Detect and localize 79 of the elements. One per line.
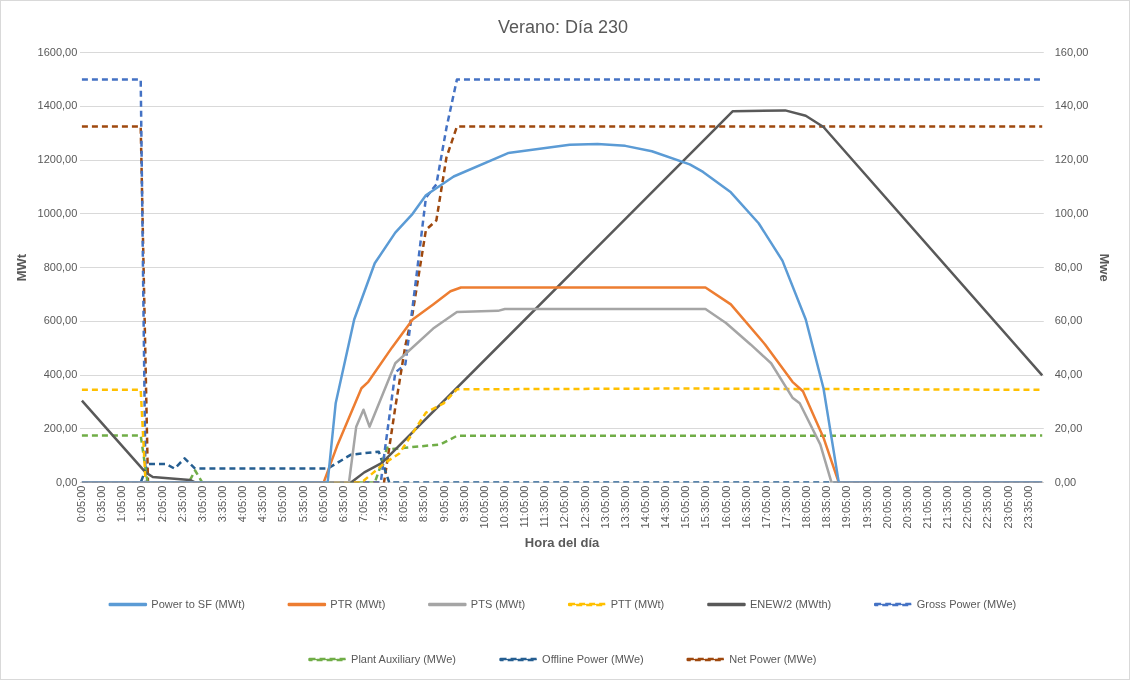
x-tick-label: 23:35:00 [1021, 485, 1034, 529]
x-tick-label: 8:35:00 [417, 485, 430, 523]
x-tick-label: 17:35:00 [779, 485, 792, 529]
y2-tick-label: 40,00 [1054, 368, 1083, 381]
x-tick-label: 12:35:00 [578, 485, 591, 529]
x-tick-label: 16:05:00 [719, 485, 732, 529]
chart-title: Verano: Día 230 [497, 16, 629, 37]
y2-tick-label: 60,00 [1054, 314, 1083, 327]
y-tick-label: 1000,00 [37, 206, 78, 219]
y-tick-label: 1200,00 [37, 153, 78, 166]
x-tick-label: 14:35:00 [659, 485, 672, 529]
x-tick-label: 5:05:00 [276, 485, 289, 523]
x-tick-label: 8:05:00 [397, 485, 410, 523]
x-tick-label: 15:05:00 [679, 485, 692, 529]
x-tick-label: 6:05:00 [316, 485, 329, 523]
y2-tick-label: 120,00 [1054, 153, 1089, 166]
legend-label: Power to SF (MWt) [151, 597, 245, 610]
x-tick-label: 10:05:00 [477, 485, 490, 529]
y-tick-label: 200,00 [43, 421, 78, 434]
y-axis-title: MWt [14, 253, 30, 282]
x-tick-label: 5:35:00 [296, 485, 309, 523]
x-tick-label: 20:05:00 [880, 485, 893, 529]
legend-label: PTR (MWt) [330, 597, 386, 610]
y-tick-label: 1400,00 [37, 99, 78, 112]
x-tick-label: 0:35:00 [95, 485, 108, 523]
x-tick-label: 2:05:00 [155, 485, 168, 523]
y2-tick-label: 80,00 [1054, 260, 1083, 273]
x-tick-label: 17:05:00 [759, 485, 772, 529]
x-tick-label: 19:35:00 [860, 485, 873, 529]
y2-tick-label: 100,00 [1054, 206, 1089, 219]
y2-tick-label: 160,00 [1054, 45, 1089, 58]
x-tick-label: 4:05:00 [236, 485, 249, 523]
x-tick-label: 3:35:00 [216, 485, 229, 523]
x-tick-label: 6:35:00 [336, 485, 349, 523]
legend-label: PTS (MWt) [470, 597, 526, 610]
x-tick-label: 13:35:00 [618, 485, 631, 529]
x-tick-label: 0:05:00 [75, 485, 88, 523]
legend-label: ENEW/2 (MWth) [749, 597, 832, 610]
y2-tick-label: 0,00 [1054, 475, 1077, 488]
legend-label: Offline Power (MWe) [542, 652, 644, 665]
x-tick-label: 7:05:00 [357, 485, 370, 523]
x-tick-label: 9:05:00 [437, 485, 450, 523]
x-tick-label: 7:35:00 [377, 485, 390, 523]
x-tick-label: 22:35:00 [981, 485, 994, 529]
x-tick-label: 4:35:00 [256, 485, 269, 523]
x-tick-label: 15:35:00 [699, 485, 712, 529]
x-tick-label: 12:05:00 [558, 485, 571, 529]
x-tick-label: 2:35:00 [175, 485, 188, 523]
x-tick-label: 13:05:00 [598, 485, 611, 529]
x-tick-label: 1:35:00 [135, 485, 148, 523]
x-tick-label: 23:05:00 [1001, 485, 1014, 529]
x-tick-label: 11:35:00 [538, 485, 551, 528]
x-tick-label: 9:35:00 [457, 485, 470, 523]
x-tick-label: 1:05:00 [115, 485, 128, 523]
legend-label: Plant Auxiliary (MWe) [351, 652, 456, 665]
x-tick-label: 18:05:00 [800, 485, 813, 529]
y-tick-label: 600,00 [43, 314, 78, 327]
x-tick-label: 19:05:00 [840, 485, 853, 529]
x-tick-label: 20:35:00 [900, 485, 913, 529]
x-tick-label: 18:35:00 [820, 485, 833, 529]
y2-tick-label: 20,00 [1054, 421, 1083, 434]
y-tick-label: 400,00 [43, 368, 78, 381]
x-tick-label: 11:05:00 [518, 485, 531, 528]
y-tick-label: 1600,00 [37, 45, 78, 58]
y2-tick-label: 140,00 [1054, 99, 1089, 112]
legend-label: Gross Power (MWe) [916, 597, 1017, 610]
x-tick-label: 16:35:00 [739, 485, 752, 529]
x-axis-title: Hora del día [524, 534, 601, 550]
x-tick-label: 10:35:00 [498, 485, 511, 529]
legend-label: Net Power (MWe) [729, 652, 817, 665]
x-tick-label: 21:05:00 [920, 485, 933, 529]
y2-axis-title: Mwe [1096, 253, 1112, 282]
x-tick-label: 14:05:00 [639, 485, 652, 529]
x-tick-label: 3:05:00 [195, 485, 208, 523]
legend-label: PTT (MWt) [610, 597, 665, 610]
x-tick-label: 22:05:00 [961, 485, 974, 529]
x-tick-label: 21:35:00 [941, 485, 954, 529]
y-tick-label: 0,00 [55, 475, 78, 488]
y-tick-label: 800,00 [43, 260, 78, 273]
